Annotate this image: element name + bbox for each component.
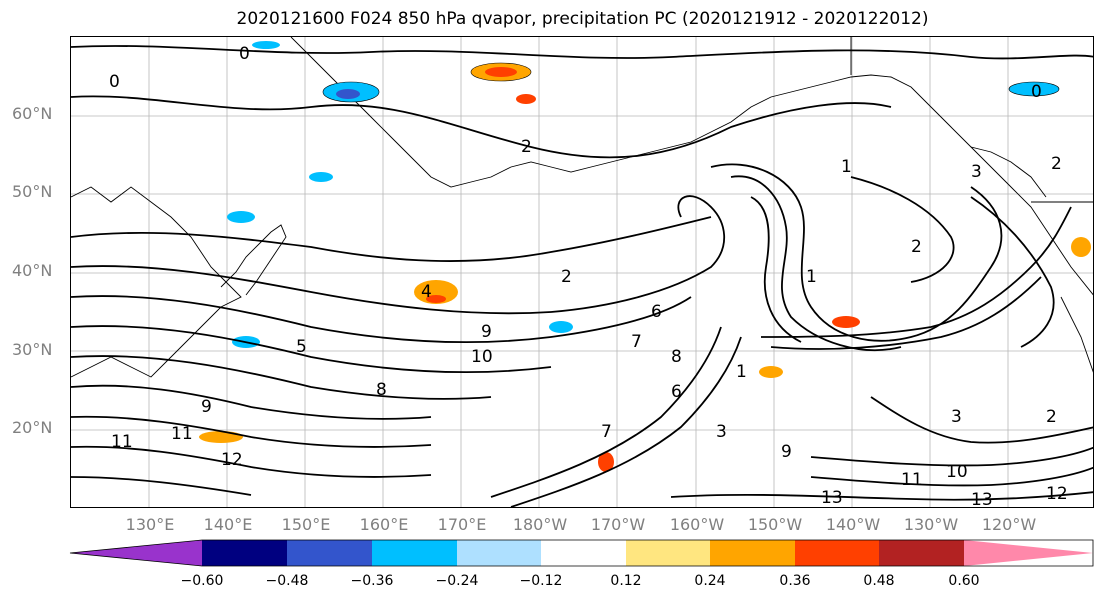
lat-label-50n: 50°N <box>12 182 53 201</box>
contour-label: 11 <box>901 470 923 490</box>
colorbar-segment <box>541 540 626 566</box>
graticule <box>71 37 1093 507</box>
contour-label: 10 <box>471 347 493 367</box>
contours <box>71 45 1093 507</box>
map-panel: 0 0 0 2 1 2 1 2 3 4 5 6 7 8 9 9 10 11 11… <box>70 36 1094 508</box>
colorbar-segment <box>626 540 710 566</box>
lon-label: 140°E <box>203 515 253 534</box>
contour-label: 1 <box>736 362 747 382</box>
lon-label: 170°E <box>437 515 487 534</box>
lon-label: 150°W <box>747 515 803 534</box>
chart-title: 2020121600 F024 850 hPa qvapor, precipit… <box>236 9 929 29</box>
contour-label: 5 <box>296 337 307 357</box>
contour-label: 2 <box>911 237 922 257</box>
contour-label: 12 <box>221 450 243 470</box>
colorbar <box>69 539 1094 567</box>
colorbar-tick: −0.36 <box>350 573 394 589</box>
colorbar-segment <box>202 540 287 566</box>
contour-label: 10 <box>946 462 968 482</box>
contour-label: 1 <box>841 157 852 177</box>
contour-label: 0 <box>109 72 120 92</box>
contour-label: 9 <box>481 322 492 342</box>
contour-label: 8 <box>376 380 387 400</box>
lat-label-60n: 60°N <box>12 104 53 123</box>
contour-label: 11 <box>171 424 193 444</box>
colorbar-tick: 0.24 <box>694 573 726 589</box>
colorbar-outline <box>69 539 1094 567</box>
colorbar-segment <box>372 540 457 566</box>
contour-label: 2 <box>1051 154 1062 174</box>
lon-label: 150°E <box>281 515 331 534</box>
contour-label: 13 <box>821 488 843 508</box>
colorbar-segment <box>879 540 964 566</box>
colorbar-tick: 0.48 <box>863 573 895 589</box>
contour-labels: 0 0 0 2 1 2 1 2 3 4 5 6 7 8 9 9 10 11 11… <box>109 44 1068 508</box>
lon-label: 160°W <box>669 515 725 534</box>
lon-label: 180°W <box>512 515 568 534</box>
colorbar-segment <box>287 540 372 566</box>
colorbar-tick: 0.36 <box>779 573 811 589</box>
contour-label: 13 <box>971 490 993 508</box>
contour-label: 6 <box>651 302 662 322</box>
lon-label: 160°E <box>359 515 409 534</box>
contour-label: 4 <box>421 282 432 302</box>
map-svg: 0 0 0 2 1 2 1 2 3 4 5 6 7 8 9 9 10 11 11… <box>71 37 1093 508</box>
colorbar-segment <box>795 540 879 566</box>
contour-label: 2 <box>561 267 572 287</box>
contour-label: 11 <box>111 432 133 452</box>
colorbar-tick: −0.24 <box>435 573 479 589</box>
lon-label: 120°W <box>981 515 1037 534</box>
contour-label: 2 <box>521 137 532 157</box>
contour-label: 9 <box>201 397 212 417</box>
contour-label: 1 <box>806 267 817 287</box>
colorbar-segment <box>457 540 541 566</box>
lon-label: 170°W <box>590 515 646 534</box>
colorbar-tick: −0.60 <box>180 573 224 589</box>
contour-label: 8 <box>671 347 682 367</box>
contour-label: 6 <box>671 382 682 402</box>
colorbar-tick: −0.48 <box>265 573 309 589</box>
lat-label-30n: 30°N <box>12 340 53 359</box>
contour-label: 0 <box>1031 82 1042 102</box>
contour-label: 2 <box>1046 407 1057 427</box>
colorbar-segment <box>710 540 795 566</box>
lat-label-40n: 40°N <box>12 261 53 280</box>
contour-label: 3 <box>716 422 727 442</box>
contour-label: 7 <box>601 422 612 442</box>
contour-label: 0 <box>239 44 250 64</box>
contour-label: 7 <box>631 332 642 352</box>
contour-label: 3 <box>951 407 962 427</box>
contour-label: 9 <box>781 442 792 462</box>
lon-label: 130°W <box>903 515 959 534</box>
colorbar-tick: −0.12 <box>519 573 563 589</box>
contour-label: 3 <box>971 162 982 182</box>
colorbar-segment <box>964 540 1093 566</box>
lat-label-20n: 20°N <box>12 418 53 437</box>
precip-shading <box>199 41 1091 472</box>
coastlines <box>71 37 1093 378</box>
colorbar-segment <box>70 540 202 566</box>
colorbar-tick: 0.60 <box>948 573 980 589</box>
contour-label: 12 <box>1046 484 1068 504</box>
colorbar-tick: 0.12 <box>610 573 642 589</box>
lon-label: 130°E <box>125 515 175 534</box>
lon-label: 140°W <box>825 515 881 534</box>
